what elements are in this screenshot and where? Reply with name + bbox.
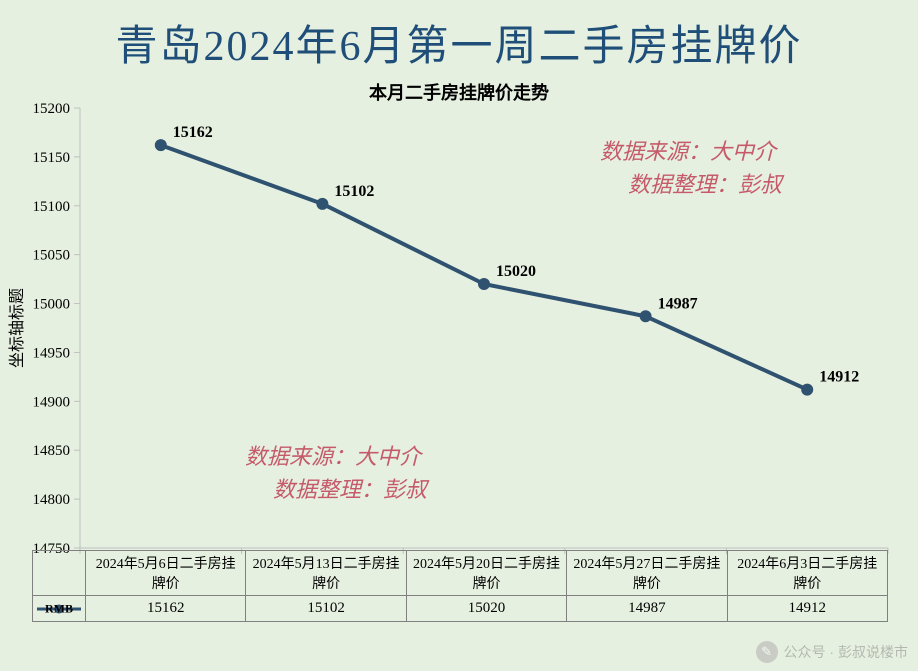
svg-text:15100: 15100 — [33, 199, 71, 215]
legend-cell: RMB — [33, 596, 86, 622]
watermark-icon: ✎ — [756, 641, 778, 663]
table-value-cell: 15102 — [246, 596, 406, 622]
svg-text:15000: 15000 — [33, 297, 71, 313]
table-value-cell: 15162 — [86, 596, 246, 622]
table-value-cell: 14912 — [727, 596, 887, 622]
source-annotation-0: 数据来源：大中介数据整理：彭叔 — [600, 135, 782, 201]
table-header-cell: 2024年5月20日二手房挂牌价 — [406, 551, 566, 596]
svg-text:15200: 15200 — [33, 101, 71, 117]
table-corner-cell — [33, 551, 86, 596]
data-table: 2024年5月6日二手房挂牌价2024年5月13日二手房挂牌价2024年5月20… — [32, 550, 888, 622]
svg-text:15102: 15102 — [334, 183, 374, 200]
legend-label: RMB — [45, 601, 73, 616]
svg-text:14987: 14987 — [658, 295, 698, 312]
table-header-cell: 2024年5月13日二手房挂牌价 — [246, 551, 406, 596]
svg-text:14900: 14900 — [33, 394, 71, 410]
svg-text:15150: 15150 — [33, 150, 71, 166]
svg-text:14800: 14800 — [33, 492, 71, 508]
svg-text:15050: 15050 — [33, 248, 71, 264]
svg-text:15020: 15020 — [496, 263, 536, 280]
source-annotation-1: 数据来源：大中介数据整理：彭叔 — [245, 440, 427, 506]
table-header-cell: 2024年5月27日二手房挂牌价 — [567, 551, 727, 596]
svg-text:14912: 14912 — [819, 369, 859, 386]
table-value-cell: 15020 — [406, 596, 566, 622]
svg-text:14850: 14850 — [33, 443, 71, 459]
svg-text:15162: 15162 — [173, 124, 213, 141]
svg-text:坐标轴标题: 坐标轴标题 — [8, 288, 26, 368]
watermark: ✎ 公众号 · 彭叔说楼市 — [756, 641, 908, 663]
svg-text:14950: 14950 — [33, 345, 71, 361]
watermark-text: 公众号 · 彭叔说楼市 — [784, 642, 908, 662]
chart-container: 青岛2024年6月第一周二手房挂牌价 本月二手房挂牌价走势 1475014800… — [0, 0, 918, 671]
table-header-cell: 2024年5月6日二手房挂牌价 — [86, 551, 246, 596]
table-header-cell: 2024年6月3日二手房挂牌价 — [727, 551, 887, 596]
table-value-cell: 14987 — [567, 596, 727, 622]
